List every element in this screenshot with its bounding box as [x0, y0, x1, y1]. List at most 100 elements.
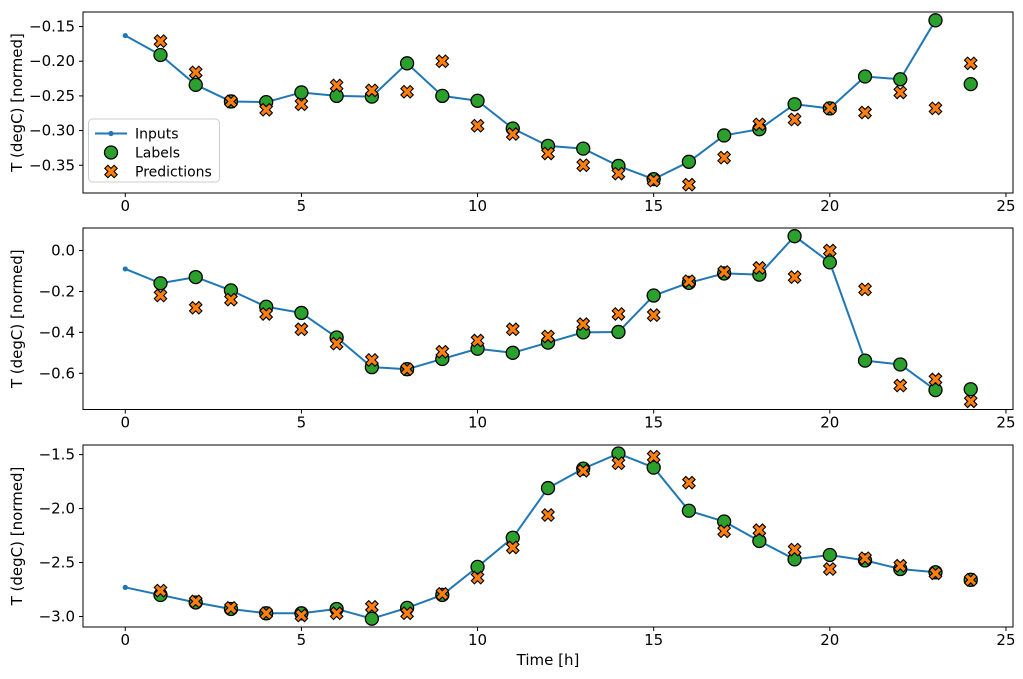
predictions-marker	[188, 300, 203, 315]
x-tick-label: 15	[644, 631, 663, 649]
predictions-marker	[893, 378, 908, 393]
labels-marker	[928, 13, 943, 28]
predictions-marker	[822, 101, 837, 116]
legend-item-label: Predictions	[135, 165, 212, 181]
predictions-marker	[435, 344, 450, 359]
labels-marker	[399, 56, 415, 71]
predictions-marker	[329, 78, 344, 93]
labels-marker	[752, 533, 767, 549]
labels-marker	[963, 76, 978, 92]
labels-marker	[294, 305, 309, 321]
y-axis-title: T (degC) [normed]	[8, 249, 26, 389]
legend-item-label: Inputs	[135, 127, 179, 143]
y-axis-title: T (degC) [normed]	[8, 33, 26, 173]
predictions-marker	[752, 523, 767, 538]
y-tick-label: −0.20	[29, 52, 75, 70]
predictions-marker	[505, 127, 520, 142]
labels-marker	[928, 382, 943, 398]
predictions-marker	[858, 105, 873, 120]
labels-marker	[822, 255, 837, 270]
predictions-marker	[611, 166, 626, 181]
axes-frame	[82, 11, 1014, 194]
y-tick-label: −3.0	[39, 608, 75, 626]
axes-frame	[82, 227, 1014, 410]
predictions-marker	[400, 84, 415, 99]
predictions-marker	[223, 292, 238, 307]
x-tick-label: 0	[120, 631, 130, 649]
x-tick-label: 10	[468, 414, 487, 432]
predictions-marker	[470, 118, 485, 133]
x-tick-label: 25	[996, 197, 1015, 215]
predictions-marker	[611, 456, 626, 471]
predictions-marker	[540, 146, 556, 161]
predictions-marker	[681, 475, 696, 490]
inputs-point-marker	[122, 266, 128, 272]
predictions-marker	[364, 83, 379, 98]
x-axis-title: Time [h]	[516, 651, 580, 669]
labels-marker	[153, 47, 168, 63]
y-tick-label: −0.35	[29, 156, 75, 174]
predictions-marker	[576, 158, 591, 173]
predictions-marker	[893, 558, 908, 573]
labels-marker	[435, 88, 450, 104]
predictions-marker	[188, 594, 203, 609]
legend-predictions-marker-sample	[103, 164, 119, 179]
predictions-marker	[752, 260, 767, 275]
y-axis-title: T (degC) [normed]	[8, 467, 26, 607]
predictions-marker	[822, 562, 837, 577]
predictions-marker	[893, 85, 908, 100]
predictions-marker	[400, 606, 415, 621]
labels-marker	[716, 128, 732, 143]
labels-marker	[576, 141, 591, 156]
y-tick-label: −2.5	[39, 554, 75, 572]
predictions-marker	[858, 282, 873, 297]
predictions-marker	[646, 173, 661, 188]
predictions-marker	[435, 586, 450, 601]
labels-marker	[364, 611, 380, 626]
labels-marker	[470, 93, 485, 108]
y-tick-label: −0.30	[29, 122, 75, 140]
labels-marker	[681, 154, 697, 169]
x-tick-label: 5	[297, 414, 307, 432]
x-tick-label: 25	[996, 631, 1015, 649]
labels-marker	[893, 72, 908, 87]
x-tick-label: 10	[468, 631, 487, 649]
inputs-point-marker	[122, 584, 128, 590]
predictions-marker	[294, 322, 309, 337]
labels-marker	[188, 269, 203, 285]
x-tick-label: 20	[820, 197, 839, 215]
x-tick-label: 5	[297, 631, 307, 649]
y-tick-label: −0.2	[39, 282, 75, 300]
y-tick-label: −1.5	[39, 446, 75, 464]
legend: Inputs Labels Predictions	[88, 118, 220, 183]
predictions-marker	[822, 243, 837, 258]
y-tick-label: −0.25	[29, 87, 75, 105]
predictions-marker	[259, 102, 274, 117]
labels-marker	[294, 85, 309, 100]
labels-marker	[822, 547, 837, 563]
subplot-1: 0 5 10 15 20 25 −0.15 −0.20 −0.25 −0.30 −0.35T (de…	[8, 11, 1016, 215]
labels-marker	[153, 276, 168, 291]
labels-marker	[787, 229, 802, 244]
x-tick-label: 0	[120, 414, 130, 432]
predictions-marker	[400, 362, 415, 377]
labels-marker	[188, 77, 203, 92]
y-tick-label: −2.0	[39, 500, 75, 518]
predictions-marker	[963, 394, 978, 409]
predictions-marker	[329, 606, 344, 621]
predictions-marker	[435, 54, 450, 69]
labels-marker	[787, 97, 802, 112]
predictions-marker	[153, 288, 168, 303]
x-tick-label: 20	[820, 631, 839, 649]
predictions-marker	[188, 65, 203, 80]
labels-marker	[470, 559, 485, 575]
x-tick-label: 15	[644, 197, 663, 215]
x-tick-label: 10	[468, 197, 487, 215]
predictions-marker	[646, 308, 661, 323]
axes-frame	[82, 444, 1014, 628]
labels-marker	[505, 345, 520, 360]
predictions-marker	[576, 463, 591, 478]
legend-item-label: Labels	[135, 146, 180, 162]
